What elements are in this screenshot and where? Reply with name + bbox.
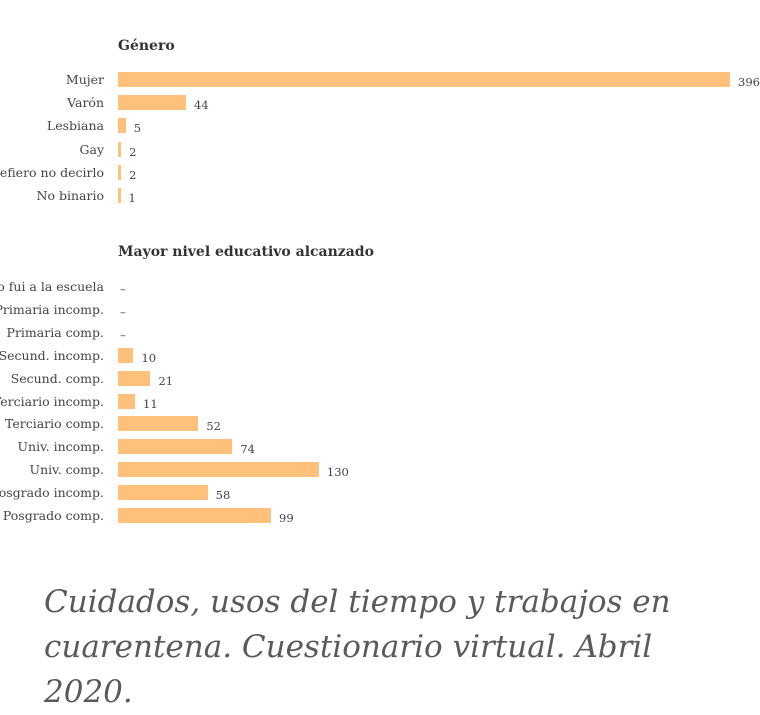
bar [118,508,271,523]
bar [118,141,122,157]
caption: Cuidados, usos del tiempo y trabajos en … [44,584,671,710]
category-label: Primaria incomp. [0,301,104,317]
bar-row: Mujer 396 [0,71,760,89]
bar-row: Posgrado incomp. 58 [0,484,760,502]
bar [118,416,199,432]
category-label: Univ. comp. [29,462,104,478]
bar [118,370,151,386]
bar-row: Terciario incomp. 11 [0,393,760,411]
education-chart-title: Mayor nivel educativo alcanzado [118,244,374,260]
value-label: 130 [326,465,349,480]
value-label: 2 [129,144,137,159]
value-label: 11 [143,396,158,411]
bar [118,347,134,363]
bar-row: Gay 2 [0,141,760,159]
bar [118,439,233,455]
category-label: No binario [36,188,104,203]
value-label: 74 [240,442,255,457]
value-label: – [120,327,126,342]
bar [118,118,126,134]
category-label: Secund. comp. [10,370,104,386]
value-label: 44 [194,98,209,113]
value-label: 5 [133,121,142,136]
category-label: Posgrado comp. [2,508,104,523]
bar-row: Secund. comp. 21 [0,370,760,388]
bar-row: No binario 1 [0,187,760,205]
category-label: Varón [67,95,104,111]
value-label: 1 [128,191,136,205]
bar [118,393,135,409]
bar-row: Univ. incomp. 74 [0,438,760,456]
category-label: Lesbiana [46,118,104,134]
value-label: 2 [129,167,137,182]
bar [118,188,121,203]
category-label: No fui a la escuela [0,279,104,294]
bar-row: Terciario comp. 52 [0,415,760,433]
value-label: – [120,282,126,296]
category-label: Gay [79,141,105,157]
bar [118,462,319,478]
category-label: Terciario incomp. [0,393,104,409]
bar [118,164,122,180]
bar [118,72,730,87]
category-label: Primaria comp. [6,324,104,340]
bar-row: Varón 44 [0,94,760,112]
category-label: Mujer [65,72,104,87]
bar [118,95,186,111]
value-label: 10 [141,350,157,365]
bar-row: Prefiero no decirlo 2 [0,164,760,182]
value-label: – [120,304,126,319]
value-label: 21 [158,373,174,388]
bar-row: Primaria comp. – [0,324,760,342]
value-label: 396 [738,75,760,89]
bar-row: Primaria incomp. – [0,301,760,319]
bar-row: Secund. incomp. 10 [0,347,760,365]
category-label: Terciario comp. [4,416,104,432]
bar-row: No fui a la escuela – [0,278,760,296]
bar-row: Lesbiana 5 [0,117,760,135]
category-label: Univ. incomp. [17,439,104,455]
bar-row: Posgrado comp. 99 [0,507,760,525]
value-label: 99 [279,511,294,525]
category-label: Prefiero no decirlo [0,164,104,180]
category-label: Posgrado incomp. [0,485,104,501]
value-label: 52 [206,419,221,434]
bar [118,485,208,501]
gender-chart-title: Género [118,38,175,54]
category-label: Secund. incomp. [0,347,104,363]
bar-row: Univ. comp. 130 [0,461,760,479]
value-label: 58 [215,488,231,503]
